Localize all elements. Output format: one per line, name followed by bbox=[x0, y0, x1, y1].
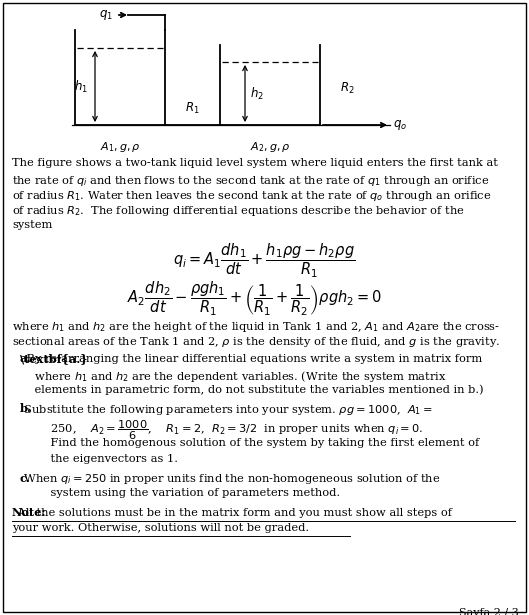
Text: the rate of $q_i$ and then flows to the second tank at the rate of $q_1$ through: the rate of $q_i$ and then flows to the … bbox=[12, 173, 489, 188]
Text: a.: a. bbox=[20, 354, 31, 365]
Text: of radius $R_2$.  The following differential equations describe the behavior of : of radius $R_2$. The following different… bbox=[12, 205, 464, 218]
Text: where $h_1$ and $h_2$ are the height of the liquid in Tank 1 and 2, $A_1$ and $A: where $h_1$ and $h_2$ are the height of … bbox=[12, 320, 500, 333]
Text: elements in parametric form, do not substitute the variables mentioned in b.): elements in parametric form, do not subs… bbox=[20, 384, 484, 395]
Text: $q_i = A_1\dfrac{dh_1}{dt} + \dfrac{h_1\rho g - h_2\rho g}{R_1}$: $q_i = A_1\dfrac{dh_1}{dt} + \dfrac{h_1\… bbox=[174, 242, 355, 280]
Text: When $q_i = 250$ in proper units find the non-homogeneous solution of the: When $q_i = 250$ in proper units find th… bbox=[20, 472, 441, 486]
Text: $R_1$: $R_1$ bbox=[185, 100, 199, 116]
Text: your work. Otherwise, solutions will not be graded.: your work. Otherwise, solutions will not… bbox=[12, 523, 309, 533]
Text: Sayfa 2 / 3: Sayfa 2 / 3 bbox=[459, 608, 519, 615]
Text: The figure shows a two-tank liquid level system where liquid enters the first ta: The figure shows a two-tank liquid level… bbox=[12, 158, 498, 168]
Text: \textbf{a.}: \textbf{a.} bbox=[20, 354, 87, 365]
Text: system using the variation of parameters method.: system using the variation of parameters… bbox=[36, 488, 340, 498]
Text: where $h_1$ and $h_2$ are the dependent variables. (Write the system matrix: where $h_1$ and $h_2$ are the dependent … bbox=[20, 369, 446, 384]
Text: b.: b. bbox=[20, 403, 32, 414]
Text: Note:: Note: bbox=[12, 507, 47, 518]
Text: $R_2$: $R_2$ bbox=[340, 81, 354, 95]
Text: the eigenvectors as 1.: the eigenvectors as 1. bbox=[36, 454, 178, 464]
Text: $A_2, g, \rho$: $A_2, g, \rho$ bbox=[250, 140, 290, 154]
Text: $A_2\dfrac{dh_2}{dt} - \dfrac{\rho g h_1}{R_1} + \left(\dfrac{1}{R_1} + \dfrac{1: $A_2\dfrac{dh_2}{dt} - \dfrac{\rho g h_1… bbox=[127, 279, 382, 318]
Text: Find the homogenous solution of the system by taking the first element of: Find the homogenous solution of the syst… bbox=[36, 438, 479, 448]
Text: $h_1$: $h_1$ bbox=[74, 79, 88, 95]
Text: $A_1, g, \rho$: $A_1, g, \rho$ bbox=[99, 140, 140, 154]
Text: c.: c. bbox=[20, 472, 31, 483]
Text: By re-arranging the linear differential equations write a system in matrix form: By re-arranging the linear differential … bbox=[23, 354, 482, 363]
Text: $q_1$: $q_1$ bbox=[99, 8, 113, 22]
Text: of radius $R_1$. Water then leaves the second tank at the rate of $q_o$ through : of radius $R_1$. Water then leaves the s… bbox=[12, 189, 491, 203]
Text: $q_o$: $q_o$ bbox=[393, 118, 407, 132]
Text: All the solutions must be in the matrix form and you must show all steps of: All the solutions must be in the matrix … bbox=[14, 507, 452, 517]
Text: system: system bbox=[12, 220, 52, 230]
Text: Substitute the following parameters into your system. $\rho g = 1000$,  $A_1 =$: Substitute the following parameters into… bbox=[20, 403, 433, 417]
Text: $h_2$: $h_2$ bbox=[250, 85, 264, 101]
Text: 250,    $A_2 = \dfrac{1000}{6}$,    $R_1 = 2$,  $R_2 = 3/2$  in proper units whe: 250, $A_2 = \dfrac{1000}{6}$, $R_1 = 2$,… bbox=[36, 418, 423, 442]
Text: sectional areas of the Tank 1 and 2, $\rho$ is the density of the fluid, and $g$: sectional areas of the Tank 1 and 2, $\r… bbox=[12, 335, 500, 349]
